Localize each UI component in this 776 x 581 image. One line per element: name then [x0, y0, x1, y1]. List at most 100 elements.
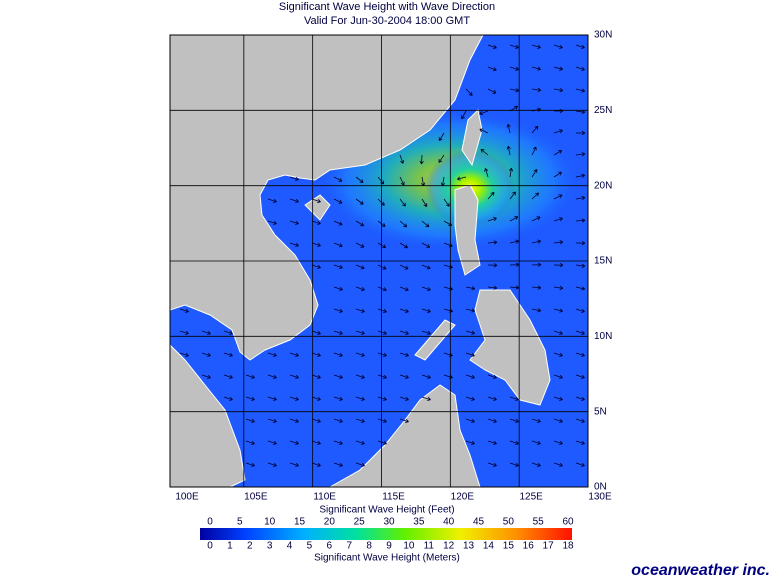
arrow: [553, 66, 563, 71]
colorbar-tick-label: 7: [346, 541, 352, 552]
arrow: [355, 462, 365, 467]
arrow: [553, 150, 563, 156]
arrow: [421, 396, 431, 401]
arrow: [421, 198, 428, 208]
arrow: [509, 66, 519, 71]
colorbar-tick-label: 30: [383, 517, 395, 528]
arrow: [575, 130, 586, 136]
arrow: [311, 264, 321, 269]
arrow: [399, 352, 409, 357]
arrow: [553, 285, 564, 291]
longitude-labels: 100E 105E 110E 115E 120E 125E 130E: [175, 492, 612, 503]
arrow: [438, 154, 445, 163]
arrow: [531, 216, 541, 222]
arrow: [355, 440, 365, 445]
colorbar-tick-label: 14: [483, 541, 495, 552]
colorbar-tick-label: 4: [287, 541, 293, 552]
arrow: [531, 66, 541, 71]
arrow: [355, 330, 365, 335]
arrow: [465, 352, 475, 357]
arrow: [267, 440, 277, 445]
arrow: [399, 374, 409, 379]
arrow: [377, 352, 387, 357]
arrow: [553, 194, 563, 200]
arrow: [531, 239, 542, 244]
arrow: [484, 168, 489, 178]
lat-label: 0N: [594, 482, 607, 493]
arrow: [465, 88, 473, 96]
arrow: [421, 220, 430, 228]
arrow: [267, 198, 277, 203]
arrow: [465, 440, 475, 445]
lon-label: 105E: [244, 492, 268, 503]
arrow: [487, 285, 498, 290]
arrow: [355, 352, 365, 357]
meter-ticks: 0 1 2 3 4 5 6 7 8 9 10 11 12 13 14 15 16 17 18: [207, 541, 574, 552]
arrow: [377, 418, 387, 423]
taiwan: [461, 108, 483, 167]
colorbar-tick-label: 50: [503, 517, 515, 528]
map-frame: [169, 34, 589, 488]
lat-label: 20N: [594, 180, 612, 191]
arrow: [531, 440, 541, 445]
colorbar-tick-label: 9: [386, 541, 392, 552]
arrow: [575, 374, 585, 379]
arrow: [487, 396, 497, 401]
arrow: [575, 218, 586, 223]
arrow: [509, 440, 519, 445]
hainan: [304, 194, 331, 221]
colorbar-tick-label: 20: [324, 517, 336, 528]
arrow: [311, 330, 321, 335]
arrow: [355, 396, 365, 401]
colorbar-tick-label: 3: [267, 541, 273, 552]
arrow: [531, 308, 542, 313]
arrow: [487, 66, 497, 72]
arrow: [245, 418, 255, 423]
arrow: [506, 123, 511, 134]
malay-peninsula: [170, 344, 246, 487]
colorbar-tick-label: 6: [327, 541, 333, 552]
arrow: [289, 352, 299, 357]
arrow: [333, 198, 343, 204]
arrow: [531, 44, 541, 49]
arrow: [575, 195, 586, 201]
arrow: [289, 242, 299, 247]
mainland: [170, 35, 484, 361]
arrow: [553, 171, 562, 178]
arrow: [553, 88, 564, 93]
arrow: [201, 330, 211, 335]
colorbar: [200, 528, 572, 540]
arrow: [575, 286, 586, 291]
brand: oceanweather inc.: [631, 562, 770, 579]
arrow: [377, 176, 385, 185]
arrow: [487, 217, 497, 222]
arrow: [575, 462, 585, 467]
arrow: [355, 418, 365, 423]
arrow: [531, 285, 542, 290]
arrow: [509, 396, 519, 401]
arrow: [531, 192, 540, 200]
arrow: [333, 418, 343, 423]
arrow: [421, 242, 431, 248]
colorbar-tick-label: 0: [207, 541, 213, 552]
colorbar-feet-title: Significant Wave Height (Feet): [319, 505, 454, 516]
colorbar-tick-label: 40: [443, 517, 455, 528]
feet-ticks: 0 5 10 15 20 25 30 35 40 45 50 55 60: [207, 517, 574, 528]
arrow: [487, 374, 497, 379]
arrow: [245, 440, 255, 445]
arrow: [506, 145, 511, 156]
arrow: [399, 308, 409, 314]
arrow: [553, 330, 563, 335]
arrow: [333, 176, 343, 182]
arrow: [223, 352, 233, 357]
arrow: [311, 242, 321, 247]
arrow: [487, 418, 497, 423]
arrow: [201, 374, 211, 379]
colorbar-tick-label: 5: [307, 541, 313, 552]
arrow: [479, 110, 489, 116]
arrow: [333, 396, 343, 401]
arrow: [311, 220, 321, 225]
arrow: [575, 173, 586, 178]
arrow: [421, 308, 431, 313]
arrow: [355, 176, 364, 183]
